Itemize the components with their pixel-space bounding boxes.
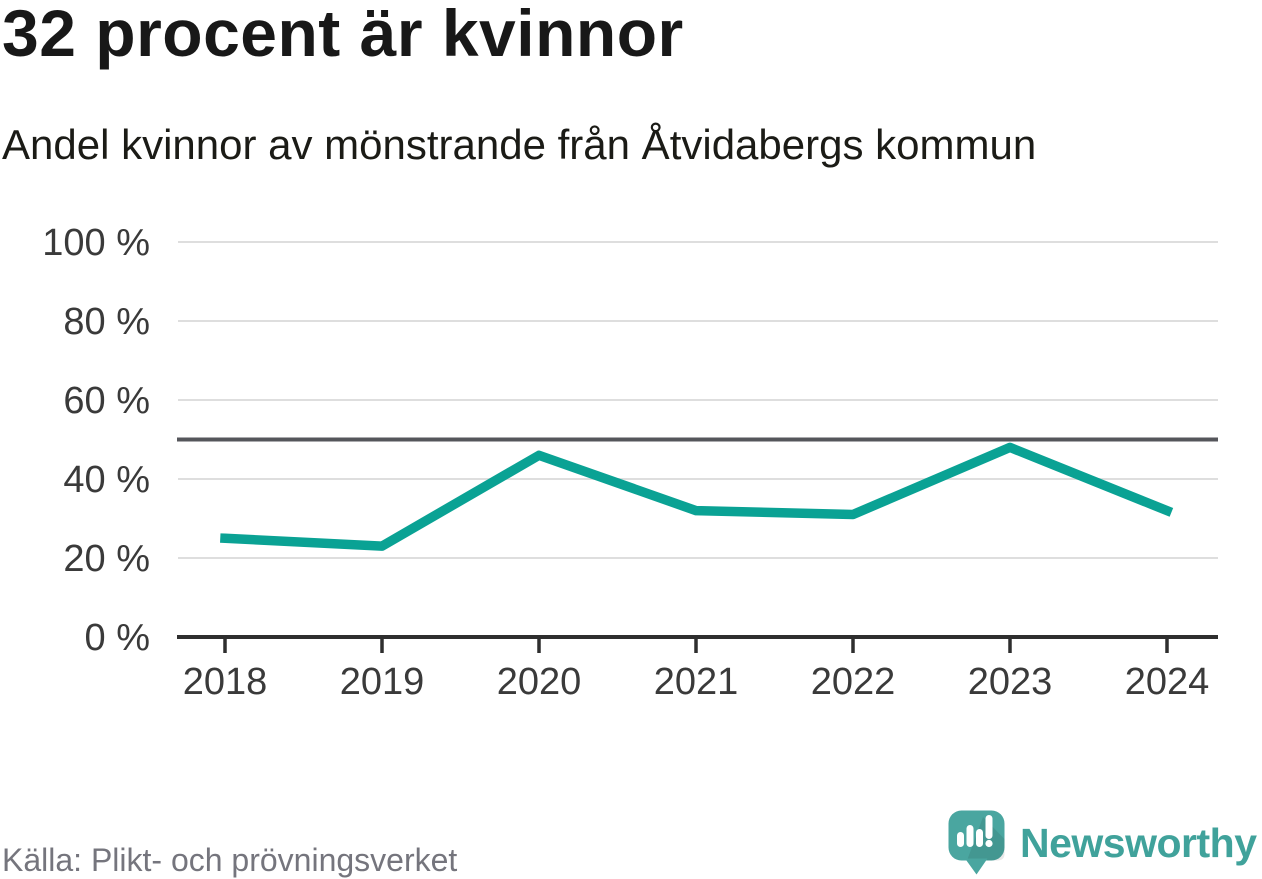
x-axis-tick-label: 2018 — [183, 661, 268, 703]
newsworthy-logo: Newsworthy — [948, 810, 1257, 876]
speech-bubble-bar-chart-icon — [948, 810, 1005, 875]
y-axis-tick-label: 60 % — [63, 380, 150, 422]
newsworthy-wordmark: Newsworthy — [1020, 819, 1257, 866]
chart-subtitle: Andel kvinnor av mönstrande från Åtvidab… — [2, 121, 1037, 168]
y-axis-tick-label: 80 % — [63, 301, 150, 343]
chart-title: 32 procent är kvinnor — [2, 0, 684, 70]
x-axis-tick-label: 2021 — [654, 661, 739, 703]
source-note: Källa: Plikt- och prövningsverket — [2, 842, 458, 878]
x-axis-tick-label: 2023 — [968, 661, 1053, 703]
y-axis-tick-label: 20 % — [63, 538, 150, 580]
x-axis-tick-label: 2024 — [1125, 661, 1210, 703]
y-axis-tick-label: 40 % — [63, 459, 150, 501]
y-axis-tick-label: 0 % — [85, 617, 150, 659]
x-axis-tick-label: 2020 — [497, 661, 582, 703]
x-axis-tick-label: 2019 — [340, 661, 425, 703]
y-axis-tick-label: 100 % — [42, 222, 150, 264]
data-line-series — [220, 442, 1174, 551]
x-axis-tick-label: 2022 — [811, 661, 896, 703]
